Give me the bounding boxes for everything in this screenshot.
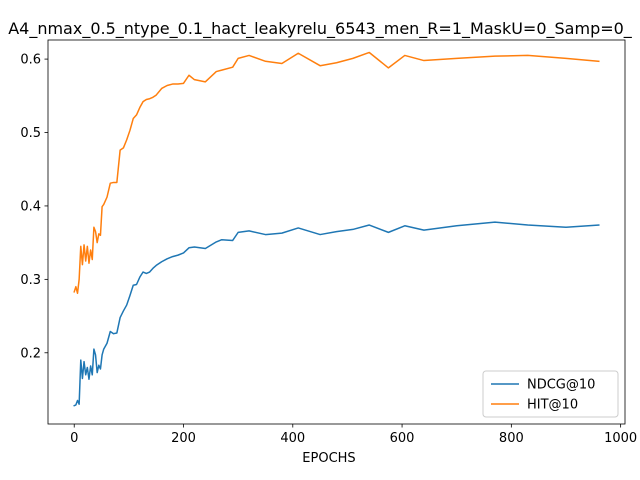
series-line-hit-10 (73, 51, 600, 295)
x-tick-label: 200 (171, 431, 196, 446)
x-tick-label: 600 (390, 431, 415, 446)
plot-frame (47, 39, 626, 425)
chart-title: A4_nmax_0.5_ntype_0.1_hact_leakyrelu_654… (8, 19, 633, 39)
x-axis-ticks: 0 200 400 600 800 1000 (70, 424, 637, 446)
y-tick-label: 0.2 (20, 346, 41, 361)
plot-lines (73, 51, 600, 407)
x-tick-label: 800 (499, 431, 524, 446)
y-tick-label: 0.4 (20, 199, 41, 214)
y-tick-label: 0.3 (20, 273, 41, 288)
x-tick-label: 400 (280, 431, 305, 446)
y-tick-label: 0.6 (20, 53, 41, 68)
x-tick-label: 0 (70, 431, 78, 446)
series-line-ndcg-10 (73, 221, 600, 407)
x-tick-label: 1000 (604, 431, 637, 446)
y-tick-label: 0.5 (20, 126, 41, 141)
legend: NDCG@10 HIT@10 (482, 370, 619, 418)
y-axis-ticks: 0.2 0.3 0.4 0.5 0.6 (20, 53, 48, 361)
legend-label: NDCG@10 (527, 378, 595, 393)
legend-box (482, 370, 619, 418)
legend-label: HIT@10 (527, 398, 578, 413)
x-axis-label: EPOCHS (302, 451, 355, 466)
